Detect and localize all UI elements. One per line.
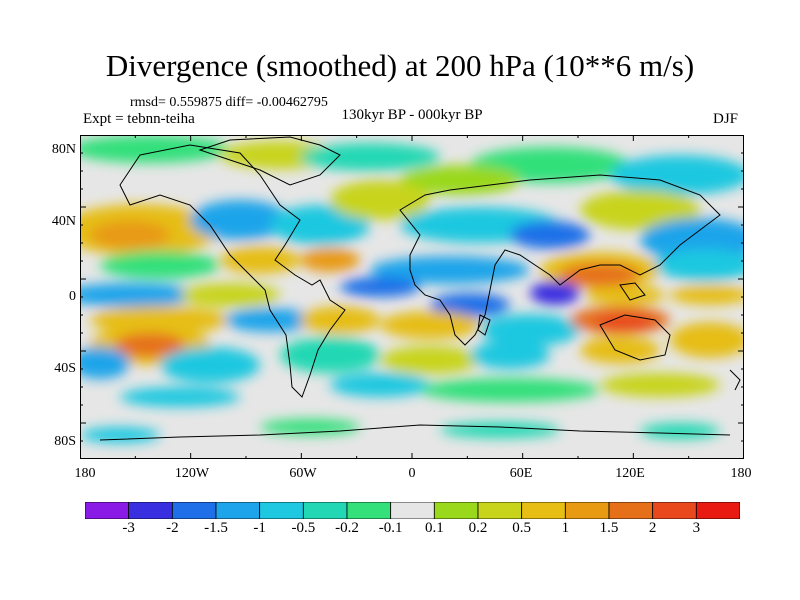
colorbar-box: [346, 502, 392, 519]
colorbar-box: [85, 502, 130, 519]
divergence-map: [80, 135, 744, 459]
lon-label: 0: [408, 466, 416, 481]
colorbar: [85, 502, 740, 519]
madagascar-coastline: [477, 314, 491, 336]
lat-label: 0: [69, 289, 76, 304]
colorbar-label: -2: [166, 520, 179, 536]
season-label: DJF: [712, 111, 738, 127]
lat-label: 40N: [51, 214, 76, 229]
lon-label: 60E: [509, 466, 533, 481]
colorbar-box: [608, 502, 654, 519]
colorbar-box: [259, 502, 304, 519]
colorbar-box: [652, 502, 697, 519]
lat-label: 80S: [54, 434, 76, 449]
colorbar-box: [695, 502, 740, 519]
colorbar-box: [433, 502, 479, 519]
colorbar-label: 0.5: [512, 520, 532, 536]
colorbar-label: -0.1: [378, 520, 403, 536]
lon-label: 120E: [615, 466, 645, 481]
new-zealand-coastline: [729, 369, 741, 391]
colorbar-label: 1.5: [599, 520, 619, 536]
axis-ticks: [80, 135, 744, 459]
greenland-canada-coastline: [198, 136, 341, 186]
antarctica-coastline: [99, 424, 731, 441]
colorbar-label: 2: [648, 520, 657, 536]
americas-coastline: [119, 144, 346, 398]
plot-title: Divergence (smoothed) at 200 hPa (10**6 …: [105, 48, 695, 83]
lat-label: 40S: [54, 361, 76, 376]
colorbar-box: [302, 502, 348, 519]
colorbar-box: [128, 502, 173, 519]
colorbar-box: [521, 502, 566, 519]
lon-label: 180: [74, 466, 96, 481]
colorbar-label: -3: [122, 520, 135, 536]
colorbar-box: [564, 502, 610, 519]
lon-label: 180: [730, 466, 752, 481]
eurasia-africa-coastline: [399, 174, 721, 346]
period-label: 130kyr BP - 000kyr BP: [341, 107, 483, 123]
lat-label: 80N: [51, 142, 76, 157]
experiment-label: Expt = tebnn-teiha: [83, 111, 195, 127]
colorbar-label: 0.2: [468, 520, 488, 536]
lon-label: 60W: [289, 466, 317, 481]
borneo-coastline: [619, 282, 646, 301]
colorbar-label: -1: [253, 520, 266, 536]
colorbar-label: 0.1: [424, 520, 444, 536]
colorbar-label: -1.5: [204, 520, 228, 536]
colorbar-box: [171, 502, 217, 519]
colorbar-label: 1: [561, 520, 570, 536]
colorbar-box: [477, 502, 523, 519]
colorbar-box: [215, 502, 261, 519]
stats-text: rmsd= 0.559875 diff= -0.00462795: [130, 95, 328, 110]
lon-label: 120W: [174, 466, 210, 481]
coastlines: [99, 136, 741, 441]
colorbar-box: [390, 502, 435, 519]
colorbar-label: -0.5: [291, 520, 316, 536]
australia-coastline: [599, 314, 671, 361]
divergence-field: [80, 135, 744, 443]
colorbar-label: -0.2: [335, 520, 359, 536]
colorbar-label: 3: [692, 520, 701, 536]
